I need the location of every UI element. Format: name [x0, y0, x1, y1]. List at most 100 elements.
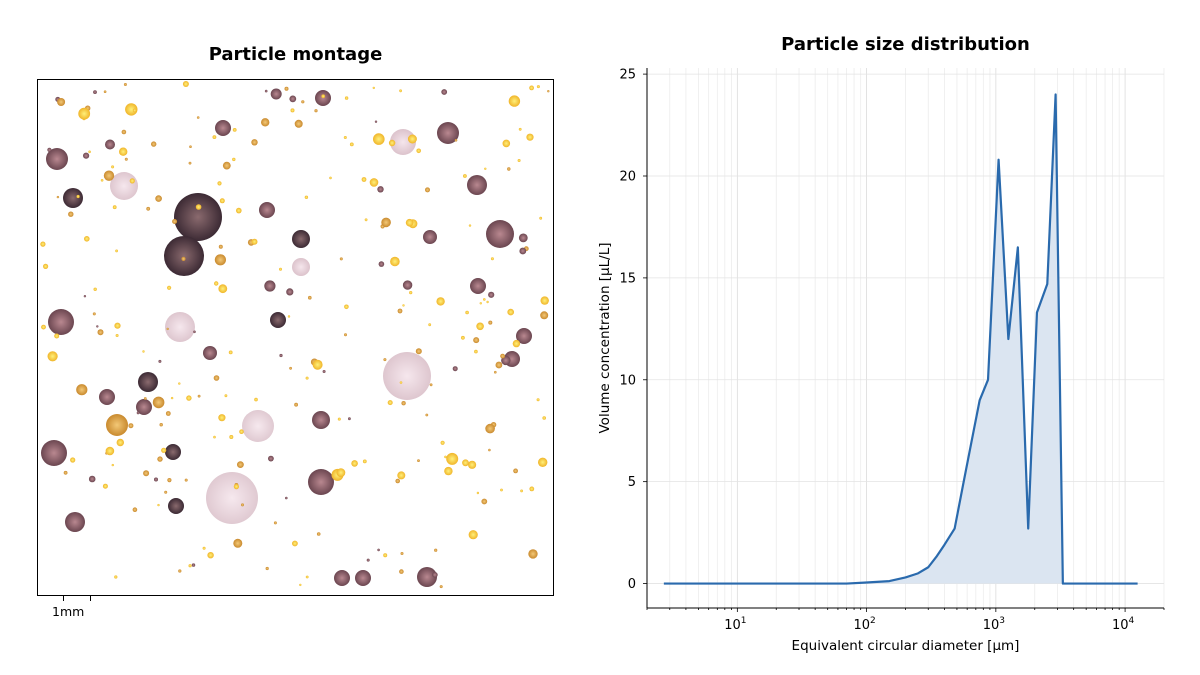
particle — [439, 585, 443, 589]
particle — [488, 320, 493, 325]
particle — [217, 181, 222, 186]
particle — [99, 389, 115, 405]
particle — [339, 257, 343, 261]
particle — [495, 361, 503, 369]
particle — [116, 438, 125, 447]
particle — [437, 122, 459, 144]
particle — [290, 108, 295, 113]
particle-montage-canvas — [40, 81, 550, 589]
particle — [119, 147, 128, 156]
particle — [264, 280, 276, 292]
particle — [100, 179, 104, 182]
particle — [481, 498, 488, 505]
particle — [538, 457, 548, 467]
particle — [473, 337, 480, 344]
particle — [219, 198, 225, 204]
particle — [115, 334, 119, 337]
particle — [92, 312, 96, 316]
particle — [518, 233, 528, 243]
particle — [444, 466, 453, 476]
particle — [518, 127, 522, 131]
particle — [289, 366, 292, 370]
particle — [236, 207, 242, 214]
y-axis-label: Volume concentration [µL/L] — [597, 242, 613, 433]
x-axis-label: Equivalent circular diameter [µm] — [792, 638, 1020, 654]
particle — [516, 328, 532, 344]
particle — [143, 397, 147, 400]
scale-bar-tick-end — [90, 596, 91, 601]
particle — [488, 448, 491, 452]
particle — [251, 139, 258, 146]
particle — [46, 148, 68, 170]
particle — [483, 298, 486, 301]
particle — [348, 417, 351, 421]
particle — [500, 353, 505, 359]
particle — [417, 459, 420, 462]
particle — [349, 142, 354, 147]
particle — [206, 472, 258, 524]
particle — [528, 549, 538, 559]
particle — [259, 202, 275, 218]
particle — [446, 452, 459, 465]
particle — [132, 108, 137, 113]
particle — [76, 384, 88, 396]
particle — [184, 478, 188, 482]
particle — [178, 382, 181, 385]
particle — [170, 396, 174, 400]
particle — [390, 129, 416, 155]
particle — [440, 440, 445, 445]
particle — [402, 304, 405, 307]
particle — [142, 350, 145, 353]
particle — [202, 546, 206, 550]
x-tick-label: 102 — [853, 616, 875, 633]
particle — [494, 370, 497, 374]
y-tick-label: 25 — [619, 68, 636, 83]
particle — [428, 323, 432, 327]
particle — [112, 205, 117, 210]
particle — [540, 311, 549, 320]
particle — [374, 120, 378, 123]
particle — [57, 98, 66, 106]
particle — [270, 88, 282, 100]
particle — [47, 351, 58, 362]
particle — [316, 532, 321, 536]
particle — [441, 89, 448, 95]
particle — [500, 488, 503, 492]
particle — [305, 575, 309, 579]
particle — [372, 86, 375, 90]
particle — [362, 459, 367, 464]
particle — [54, 333, 60, 339]
y-tick-label: 20 — [619, 170, 636, 185]
particle — [106, 414, 128, 436]
particle — [105, 446, 115, 456]
scale-bar-tick-start — [63, 596, 64, 601]
particle — [193, 330, 196, 334]
particle — [63, 470, 68, 475]
particle — [542, 416, 546, 420]
particle — [121, 129, 127, 135]
particle — [292, 258, 310, 276]
particle — [468, 530, 478, 540]
particle — [270, 312, 286, 328]
particle — [114, 575, 118, 579]
montage-title: Particle montage — [208, 44, 383, 65]
particle — [254, 397, 258, 402]
particle — [529, 85, 534, 91]
particle — [111, 165, 115, 169]
particle — [312, 411, 330, 429]
particle — [399, 569, 404, 574]
particle — [304, 195, 309, 199]
chart-title: Particle size distribution — [781, 34, 1030, 55]
particle — [294, 402, 298, 407]
particle — [129, 178, 135, 184]
particle — [279, 353, 283, 358]
particle — [468, 224, 472, 227]
particle — [264, 89, 268, 93]
particle — [425, 413, 429, 417]
particle — [164, 490, 168, 494]
particle — [314, 109, 318, 113]
particle — [48, 309, 74, 335]
particle — [361, 177, 367, 182]
particle — [526, 133, 534, 141]
particle — [232, 157, 236, 162]
